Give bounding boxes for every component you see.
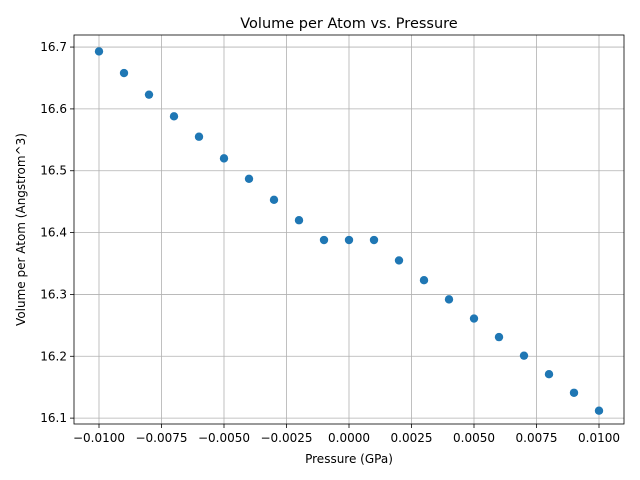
x-tick-label: −0.0050 <box>198 431 250 445</box>
data-point <box>194 132 204 141</box>
x-tick-label: −0.0025 <box>260 431 312 445</box>
x-tick-label: 0.0050 <box>453 431 495 445</box>
data-point <box>269 195 279 205</box>
y-tick-label: 16.6 <box>40 102 67 116</box>
data-point <box>494 332 504 342</box>
y-tick-label: 16.5 <box>40 164 67 178</box>
data-point <box>144 90 154 99</box>
x-tick-label: −0.0075 <box>135 431 187 445</box>
data-point <box>594 406 604 415</box>
x-axis-label: Pressure (GPa) <box>305 452 393 466</box>
data-point <box>219 154 229 163</box>
y-tick-label: 16.4 <box>40 226 67 240</box>
data-point <box>394 256 404 265</box>
data-points <box>94 47 604 415</box>
y-tick-label: 16.2 <box>40 349 67 363</box>
axis-ticks: −0.0100 −0.0075 −0.0050 −0.0025 0.0000 0.0025… <box>40 40 620 445</box>
data-point <box>519 351 529 360</box>
x-tick-label: 0.0075 <box>516 431 558 445</box>
y-tick-label: 16.1 <box>40 411 67 425</box>
chart-title: Volume per Atom vs. Pressure <box>240 16 458 32</box>
data-point <box>169 112 179 121</box>
data-point <box>419 276 429 285</box>
data-point <box>444 295 454 304</box>
y-tick-label: 16.3 <box>40 287 67 301</box>
data-point <box>119 68 129 78</box>
data-point <box>469 314 479 323</box>
y-tick-label: 16.7 <box>40 40 67 54</box>
x-tick-label: 0.0025 <box>391 431 433 445</box>
x-tick-label: −0.0100 <box>73 431 125 445</box>
data-point <box>244 174 254 183</box>
data-point <box>544 370 554 379</box>
data-point <box>319 235 329 245</box>
data-point <box>94 47 104 56</box>
data-point <box>344 235 354 245</box>
x-tick-label: 0.0100 <box>578 431 620 445</box>
data-point <box>569 388 579 397</box>
y-axis-label: Volume per Atom (Angstrom^3) <box>14 133 28 326</box>
grid <box>74 35 624 424</box>
data-point <box>369 235 379 245</box>
x-tick-label: 0.0000 <box>328 431 370 445</box>
data-point <box>294 216 304 225</box>
